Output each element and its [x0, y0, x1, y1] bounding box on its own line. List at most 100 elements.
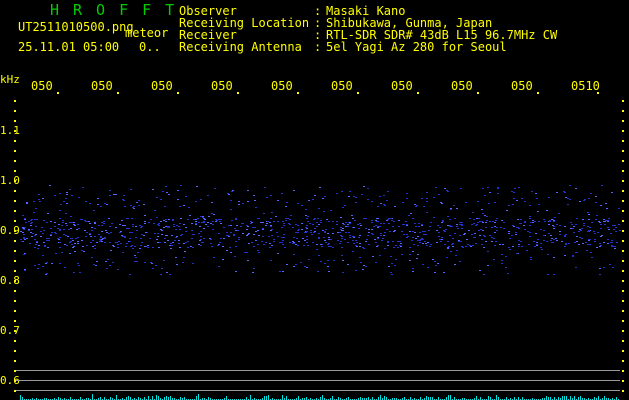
- noise-bar: [348, 397, 349, 400]
- signal-dot: [340, 229, 342, 230]
- signal-dot: [497, 193, 499, 194]
- signal-dot: [575, 252, 577, 253]
- signal-dot: [62, 220, 64, 221]
- signal-dot: [327, 233, 329, 234]
- signal-dot: [183, 205, 185, 206]
- signal-dot: [90, 236, 92, 237]
- info-sep: :: [314, 4, 322, 18]
- signal-dot: [126, 218, 128, 219]
- signal-dot: [121, 235, 123, 236]
- signal-dot: [270, 218, 272, 219]
- signal-dot: [403, 224, 405, 225]
- signal-dot: [157, 236, 159, 237]
- signal-dot: [553, 226, 555, 227]
- signal-dot: [235, 230, 237, 231]
- signal-dot: [455, 255, 457, 256]
- signal-dot: [426, 245, 428, 246]
- signal-dot: [481, 244, 483, 245]
- noise-bar: [360, 397, 361, 400]
- signal-dot: [494, 202, 496, 203]
- signal-dot: [565, 243, 567, 244]
- signal-dot: [477, 222, 479, 223]
- signal-dot: [456, 224, 458, 225]
- signal-dot: [179, 223, 181, 224]
- signal-dot: [192, 263, 194, 264]
- signal-dot: [556, 224, 558, 225]
- signal-dot: [417, 254, 419, 255]
- signal-dot: [122, 236, 124, 237]
- signal-dot: [528, 244, 530, 245]
- signal-dot: [610, 233, 612, 234]
- signal-dot: [564, 255, 566, 256]
- signal-dot: [134, 255, 136, 256]
- signal-dot: [234, 228, 236, 229]
- signal-dot: [36, 219, 38, 220]
- signal-dot: [43, 242, 45, 243]
- signal-dot: [392, 241, 394, 242]
- freq-tick: [622, 190, 624, 192]
- signal-dot: [496, 218, 498, 219]
- signal-dot: [475, 243, 477, 244]
- signal-dot: [379, 255, 381, 256]
- signal-dot: [524, 201, 526, 202]
- signal-dot: [613, 246, 615, 247]
- signal-dot: [164, 242, 166, 243]
- signal-dot: [589, 239, 591, 240]
- signal-dot: [579, 229, 581, 230]
- signal-dot: [355, 245, 357, 246]
- noise-bar: [558, 397, 559, 400]
- noise-bar: [122, 398, 123, 400]
- signal-dot: [421, 198, 423, 199]
- signal-dot: [59, 210, 61, 211]
- signal-dot: [503, 222, 505, 223]
- signal-dot: [355, 197, 357, 198]
- signal-dot: [465, 246, 467, 247]
- signal-dot: [611, 240, 613, 241]
- noise-bar: [476, 396, 477, 400]
- signal-dot: [598, 221, 600, 222]
- signal-dot: [604, 224, 606, 225]
- signal-dot: [24, 253, 26, 254]
- signal-dot: [170, 243, 172, 244]
- signal-dot: [536, 244, 538, 245]
- signal-dot: [289, 242, 291, 243]
- signal-dot: [330, 239, 332, 240]
- freq-tick: [622, 370, 624, 372]
- signal-dot: [450, 209, 452, 210]
- signal-dot: [298, 241, 300, 242]
- signal-dot: [445, 229, 447, 230]
- signal-dot: [285, 218, 287, 219]
- signal-dot: [462, 247, 464, 248]
- signal-dot: [391, 263, 393, 264]
- freq-tick: [14, 170, 16, 172]
- signal-dot: [384, 232, 386, 233]
- signal-dot: [228, 236, 230, 237]
- signal-dot: [567, 198, 569, 199]
- signal-dot: [72, 247, 74, 248]
- signal-dot: [426, 192, 428, 193]
- signal-dot: [442, 220, 444, 221]
- signal-dot: [138, 200, 140, 201]
- signal-dot: [481, 239, 483, 240]
- signal-dot: [193, 234, 195, 235]
- signal-dot: [383, 235, 385, 236]
- signal-dot: [91, 257, 93, 258]
- signal-dot: [252, 227, 254, 228]
- signal-dot: [581, 228, 583, 229]
- signal-dot: [540, 243, 542, 244]
- signal-dot: [293, 237, 295, 238]
- signal-dot: [283, 225, 285, 226]
- signal-dot: [160, 221, 162, 222]
- info-label: Observer: [179, 4, 237, 18]
- signal-dot: [496, 227, 498, 228]
- noise-bar: [224, 398, 225, 400]
- signal-dot: [99, 239, 101, 240]
- signal-dot: [281, 242, 283, 243]
- signal-dot: [61, 225, 63, 226]
- signal-dot: [66, 245, 68, 246]
- signal-dot: [387, 191, 389, 192]
- signal-dot: [518, 228, 520, 229]
- signal-dot: [333, 260, 335, 261]
- signal-dot: [69, 222, 71, 223]
- signal-dot: [449, 235, 451, 236]
